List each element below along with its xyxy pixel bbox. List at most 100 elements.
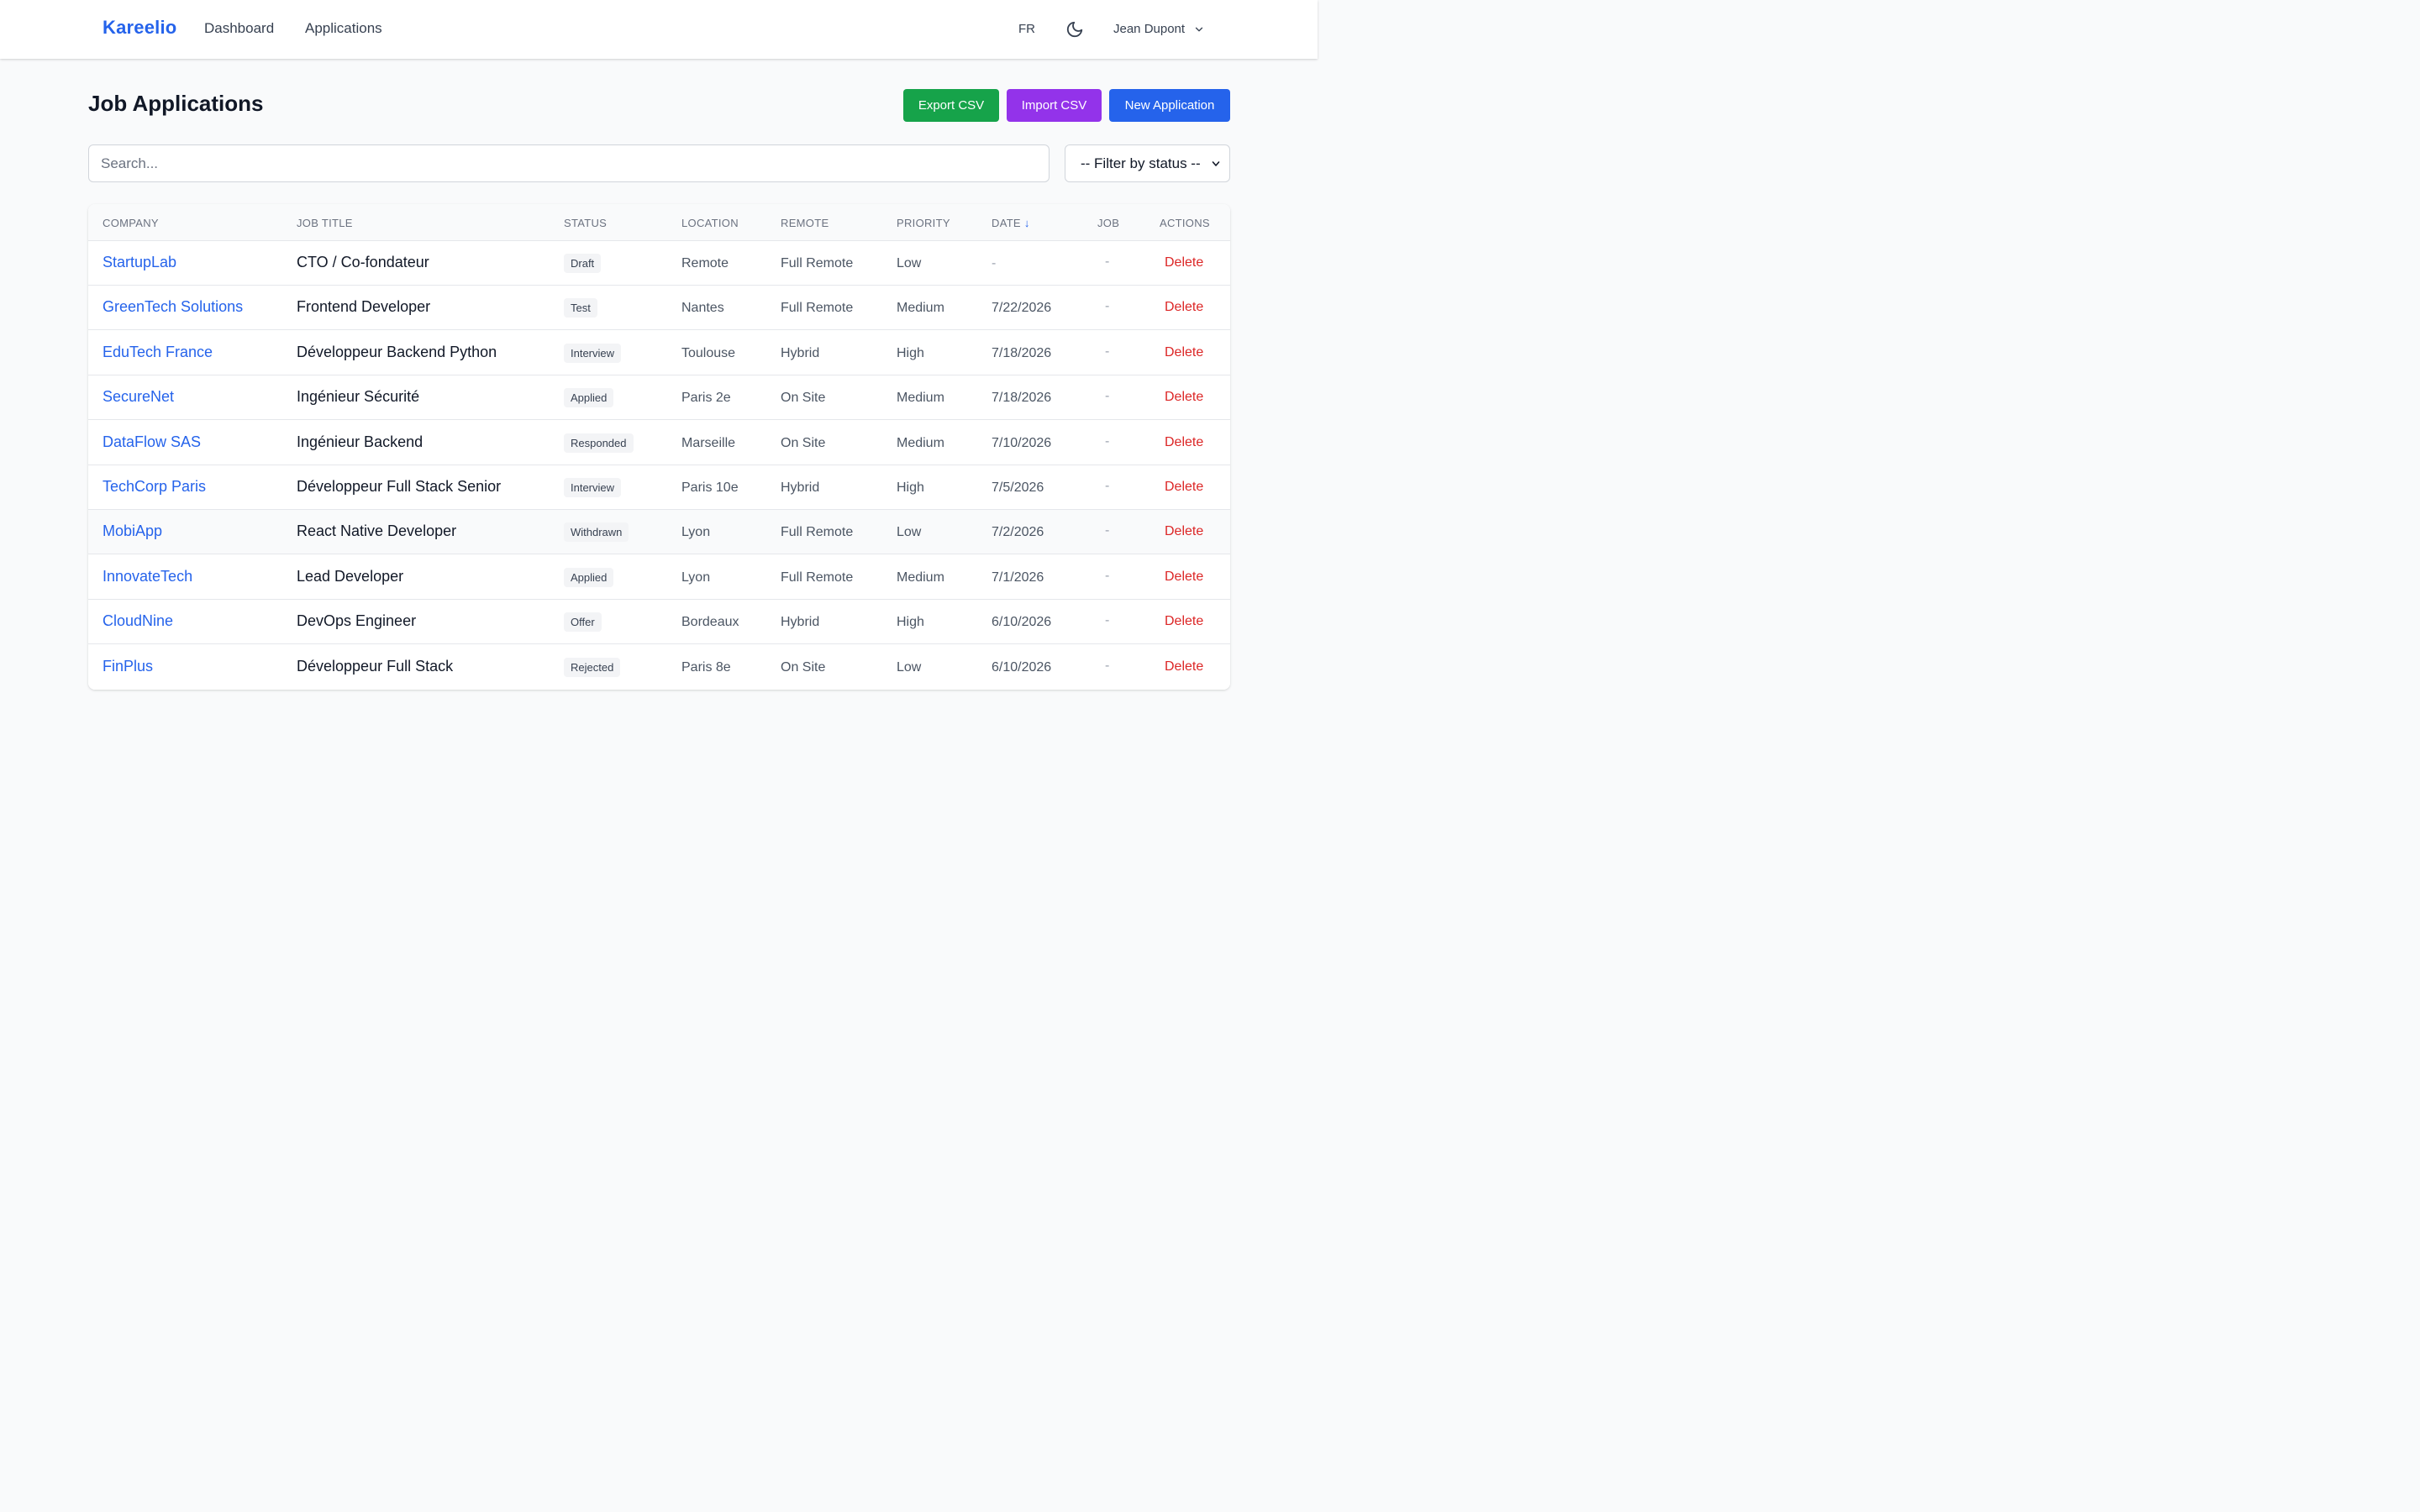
delete-button[interactable]: Delete (1165, 480, 1204, 494)
table-row[interactable]: MobiApp React Native Developer Withdrawn Ly… (88, 510, 1230, 555)
priority: High (897, 615, 924, 630)
table-row[interactable]: EduTech France Développeur Backend Python… (88, 330, 1230, 375)
nav-link-dashboard[interactable]: Dashboard (204, 20, 275, 36)
location: Bordeaux (681, 615, 739, 630)
delete-button[interactable]: Delete (1165, 524, 1204, 539)
chevron-down-icon (1212, 161, 1220, 166)
location: Marseille (681, 435, 736, 450)
company-link[interactable]: MobiApp (103, 522, 163, 540)
priority: High (897, 480, 924, 495)
application-date: 7/1/2026 (992, 570, 1044, 585)
brand-logo[interactable]: Kareelio (103, 17, 177, 38)
page-title: Job Applications (88, 91, 264, 116)
column-header-company[interactable]: COMPANY (103, 217, 159, 229)
job-link: - (1105, 568, 1110, 583)
table-row[interactable]: GreenTech Solutions Frontend Developer Tes… (88, 286, 1230, 331)
job-title: CTO / Co-fondateur (297, 254, 429, 270)
column-header-remote[interactable]: REMOTE (781, 217, 829, 229)
location: Remote (681, 256, 729, 270)
applications-table: COMPANY JOB TITLE STATUS LOCATION REMOTE… (88, 204, 1230, 690)
delete-button[interactable]: Delete (1165, 390, 1204, 405)
column-header-job-title[interactable]: JOB TITLE (297, 217, 353, 229)
delete-button[interactable]: Delete (1165, 255, 1204, 270)
nav-link-applications[interactable]: Applications (305, 20, 382, 36)
job-title: React Native Developer (297, 522, 457, 540)
column-header-date-label: DATE (992, 217, 1021, 229)
delete-button[interactable]: Delete (1165, 569, 1204, 584)
job-title: Frontend Developer (297, 298, 431, 316)
priority: Medium (897, 391, 944, 406)
language-toggle[interactable]: FR (1018, 22, 1035, 36)
column-header-job[interactable]: JOB (1097, 217, 1120, 229)
delete-button[interactable]: Delete (1165, 434, 1204, 449)
remote-type: On Site (781, 435, 826, 450)
new-application-button[interactable]: New Application (1109, 89, 1230, 122)
location: Lyon (681, 570, 711, 585)
status-badge: Interview (564, 478, 622, 497)
delete-button[interactable]: Delete (1165, 344, 1204, 360)
status-badge: Interview (564, 343, 622, 363)
location: Lyon (681, 525, 711, 540)
company-link[interactable]: StartupLab (103, 254, 177, 270)
column-header-status[interactable]: STATUS (564, 217, 608, 229)
job-link: - (1105, 255, 1110, 269)
remote-type: On Site (781, 391, 826, 406)
sort-desc-icon: ↓ (1023, 217, 1030, 229)
job-link: - (1105, 344, 1110, 359)
table-row[interactable]: SecureNet Ingénieur Sécurité Applied Paris … (88, 375, 1230, 421)
location: Nantes (681, 301, 724, 316)
export-csv-button[interactable]: Export CSV (903, 89, 999, 122)
priority: Medium (897, 435, 944, 450)
job-title: Ingénieur Backend (297, 433, 424, 450)
company-link[interactable]: EduTech France (103, 343, 213, 360)
job-link: - (1105, 479, 1110, 493)
status-filter-label: -- Filter by status -- (1081, 155, 1201, 171)
job-title: Développeur Backend Python (297, 343, 497, 360)
company-link[interactable]: InnovateTech (103, 567, 193, 585)
dark-mode-toggle[interactable] (1065, 20, 1084, 39)
status-badge: Draft (564, 254, 602, 273)
table-row[interactable]: DataFlow SAS Ingénieur Backend Responded Ma… (88, 420, 1230, 465)
delete-button[interactable]: Delete (1165, 300, 1204, 315)
application-date: 7/5/2026 (992, 480, 1044, 495)
job-title: Développeur Full Stack Senior (297, 478, 502, 495)
job-link: - (1105, 523, 1110, 538)
priority: Low (897, 256, 922, 270)
delete-button[interactable]: Delete (1165, 659, 1204, 674)
company-link[interactable]: DataFlow SAS (103, 433, 202, 450)
column-header-priority[interactable]: PRIORITY (897, 217, 950, 229)
user-menu[interactable]: Jean Dupont (1113, 22, 1205, 36)
location: Paris 10e (681, 480, 739, 495)
job-link: - (1105, 433, 1110, 449)
remote-type: Full Remote (781, 301, 854, 316)
company-link[interactable]: GreenTech Solutions (103, 298, 244, 316)
company-link[interactable]: TechCorp Paris (103, 478, 207, 495)
table-row[interactable]: StartupLab CTO / Co-fondateur Draft Remote F… (88, 241, 1230, 286)
status-badge: Applied (564, 388, 614, 408)
status-badge: Offer (564, 612, 602, 633)
status-badge: Rejected (564, 657, 621, 677)
priority: Low (897, 525, 922, 540)
moon-icon (1066, 21, 1083, 38)
status-filter-select[interactable]: -- Filter by status -- (1065, 144, 1230, 182)
application-date: 7/2/2026 (992, 525, 1044, 540)
location: Toulouse (681, 345, 736, 360)
user-name: Jean Dupont (1113, 22, 1186, 36)
application-date: 7/22/2026 (992, 301, 1052, 316)
search-input[interactable] (88, 144, 1050, 182)
table-row[interactable]: InnovateTech Lead Developer Applied Lyon Ful… (88, 554, 1230, 600)
company-link[interactable]: CloudNine (103, 612, 174, 630)
delete-button[interactable]: Delete (1165, 614, 1204, 629)
top-navbar: Kareelio Dashboard Applications FR Jean … (0, 0, 1318, 59)
column-header-date[interactable]: DATE ↓ (992, 217, 1030, 229)
company-link[interactable]: FinPlus (103, 657, 154, 675)
table-row[interactable]: TechCorp Paris Développeur Full Stack Sen… (88, 465, 1230, 510)
job-title: Lead Developer (297, 567, 404, 585)
column-header-location[interactable]: LOCATION (681, 217, 739, 229)
import-csv-button[interactable]: Import CSV (1007, 89, 1102, 122)
table-row[interactable]: FinPlus Développeur Full Stack Rejected Par… (88, 644, 1230, 690)
company-link[interactable]: SecureNet (103, 388, 175, 406)
remote-type: Full Remote (781, 256, 854, 270)
remote-type: Hybrid (781, 345, 820, 360)
table-row[interactable]: CloudNine DevOps Engineer Offer Bordeaux Hyb… (88, 600, 1230, 645)
